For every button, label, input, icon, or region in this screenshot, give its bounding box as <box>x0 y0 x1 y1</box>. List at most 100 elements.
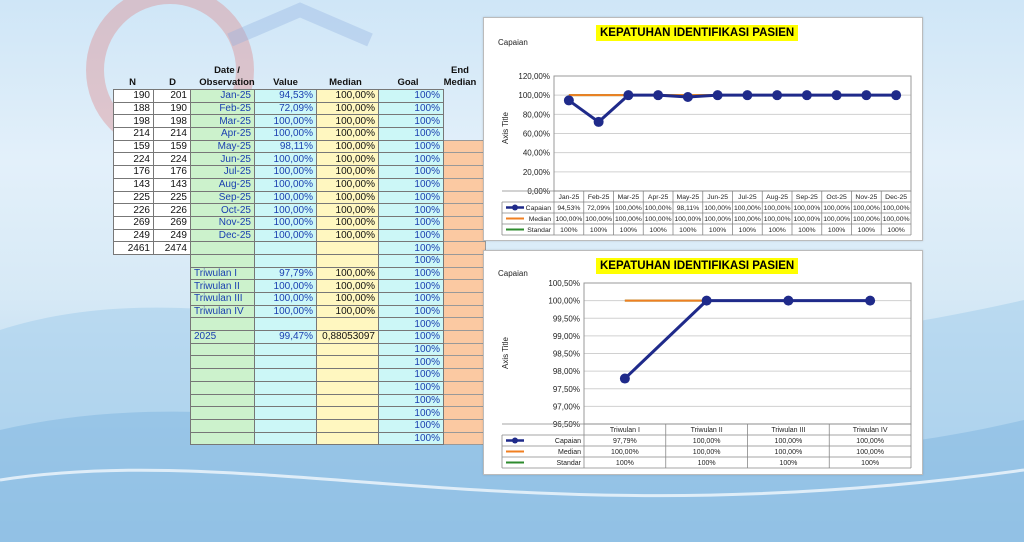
cell-median[interactable] <box>316 342 379 357</box>
cell-goal[interactable]: 100% <box>378 165 444 179</box>
cell-goal[interactable]: 100% <box>378 203 444 217</box>
cell-median[interactable] <box>316 253 379 268</box>
cell-n[interactable] <box>114 318 154 331</box>
cell-end-median[interactable] <box>443 165 486 179</box>
cell-goal[interactable]: 100% <box>378 393 444 408</box>
cell-median[interactable]: 100,00% <box>316 127 379 141</box>
cell-d[interactable]: 269 <box>153 215 191 230</box>
cell-n[interactable]: 2461 <box>113 241 154 255</box>
cell-n[interactable] <box>114 432 154 445</box>
cell-goal[interactable]: 100% <box>378 330 444 344</box>
cell-d[interactable] <box>154 394 191 407</box>
cell-median[interactable]: 100,00% <box>316 114 379 129</box>
cell-date[interactable]: Sep-25 <box>190 190 255 205</box>
cell-n[interactable] <box>114 407 154 420</box>
cell-median[interactable]: 100,00% <box>316 304 379 319</box>
cell-d[interactable] <box>154 381 191 394</box>
cell-goal[interactable]: 100% <box>378 89 444 103</box>
cell-median[interactable]: 100,00% <box>316 139 379 154</box>
cell-end-median[interactable] <box>443 228 486 243</box>
cell-value[interactable] <box>254 342 317 357</box>
cell-date[interactable]: Triwulan I <box>190 266 255 281</box>
cell-median[interactable] <box>316 355 379 370</box>
cell-date[interactable] <box>190 368 255 382</box>
cell-d[interactable] <box>154 419 191 432</box>
cell-goal[interactable]: 100% <box>378 304 444 319</box>
cell-n[interactable] <box>114 293 154 306</box>
cell-value[interactable] <box>254 418 317 433</box>
cell-end-median[interactable] <box>443 330 486 344</box>
cell-value[interactable]: 94,53% <box>254 89 317 103</box>
cell-d[interactable]: 198 <box>153 114 191 129</box>
cell-value[interactable]: 100,00% <box>254 165 317 179</box>
cell-goal[interactable]: 100% <box>378 101 444 116</box>
cell-d[interactable]: 176 <box>153 165 191 179</box>
cell-end-median[interactable] <box>443 279 486 293</box>
cell-goal[interactable]: 100% <box>378 406 444 420</box>
cell-end-median[interactable] <box>443 393 486 408</box>
cell-end-median[interactable] <box>443 241 486 255</box>
cell-goal[interactable]: 100% <box>378 368 444 382</box>
cell-median[interactable]: 100,00% <box>316 215 379 230</box>
cell-median[interactable]: 0,88053097 <box>316 330 379 344</box>
cell-median[interactable]: 100,00% <box>316 101 379 116</box>
cell-value[interactable]: 100,00% <box>254 228 317 243</box>
cell-goal[interactable]: 100% <box>378 114 444 129</box>
cell-end-median[interactable] <box>443 304 486 319</box>
cell-n[interactable]: 188 <box>113 101 154 116</box>
cell-end-median[interactable] <box>443 380 486 395</box>
cell-d[interactable]: 201 <box>153 89 191 103</box>
cell-value[interactable] <box>254 368 317 382</box>
cell-median[interactable]: 100,00% <box>316 292 379 306</box>
cell-d[interactable]: 225 <box>153 190 191 205</box>
cell-n[interactable]: 249 <box>113 228 154 243</box>
cell-n[interactable]: 214 <box>113 127 154 141</box>
cell-goal[interactable]: 100% <box>378 355 444 370</box>
cell-n[interactable] <box>114 381 154 394</box>
cell-goal[interactable]: 100% <box>378 266 444 281</box>
cell-end-median[interactable] <box>443 152 486 167</box>
cell-n[interactable] <box>114 343 154 356</box>
cell-value[interactable]: 100,00% <box>254 152 317 167</box>
cell-value[interactable]: 100,00% <box>254 177 317 192</box>
cell-median[interactable] <box>316 368 379 382</box>
cell-n[interactable] <box>114 419 154 432</box>
cell-value[interactable]: 100,00% <box>254 279 317 293</box>
cell-goal[interactable]: 100% <box>378 177 444 192</box>
cell-d[interactable] <box>154 254 191 267</box>
cell-goal[interactable]: 100% <box>378 418 444 433</box>
cell-date[interactable] <box>190 406 255 420</box>
cell-end-median[interactable] <box>443 203 486 217</box>
cell-n[interactable]: 159 <box>113 139 154 154</box>
cell-goal[interactable]: 100% <box>378 317 444 332</box>
cell-goal[interactable]: 100% <box>378 342 444 357</box>
cell-median[interactable] <box>316 393 379 408</box>
cell-d[interactable] <box>154 280 191 293</box>
cell-d[interactable]: 224 <box>153 152 191 167</box>
cell-date[interactable]: Jul-25 <box>190 165 255 179</box>
cell-value[interactable]: 72,09% <box>254 101 317 116</box>
cell-median[interactable]: 100,00% <box>316 266 379 281</box>
cell-median[interactable]: 100,00% <box>316 228 379 243</box>
cell-median[interactable]: 100,00% <box>316 190 379 205</box>
cell-end-median[interactable] <box>443 292 486 306</box>
cell-end-median[interactable] <box>443 253 486 268</box>
cell-d[interactable] <box>154 305 191 318</box>
cell-median[interactable] <box>316 431 379 446</box>
cell-n[interactable]: 143 <box>113 177 154 192</box>
cell-date[interactable] <box>190 380 255 395</box>
cell-d[interactable]: 249 <box>153 228 191 243</box>
cell-date[interactable]: Triwulan IV <box>190 304 255 319</box>
cell-median[interactable]: 100,00% <box>316 89 379 103</box>
cell-end-median[interactable] <box>443 215 486 230</box>
cell-date[interactable] <box>190 241 255 255</box>
cell-value[interactable]: 100,00% <box>254 292 317 306</box>
cell-goal[interactable]: 100% <box>378 253 444 268</box>
cell-d[interactable]: 226 <box>153 203 191 217</box>
cell-goal[interactable]: 100% <box>378 127 444 141</box>
cell-value[interactable] <box>254 380 317 395</box>
cell-n[interactable] <box>114 331 154 344</box>
cell-date[interactable] <box>190 418 255 433</box>
cell-goal[interactable]: 100% <box>378 152 444 167</box>
cell-value[interactable] <box>254 355 317 370</box>
